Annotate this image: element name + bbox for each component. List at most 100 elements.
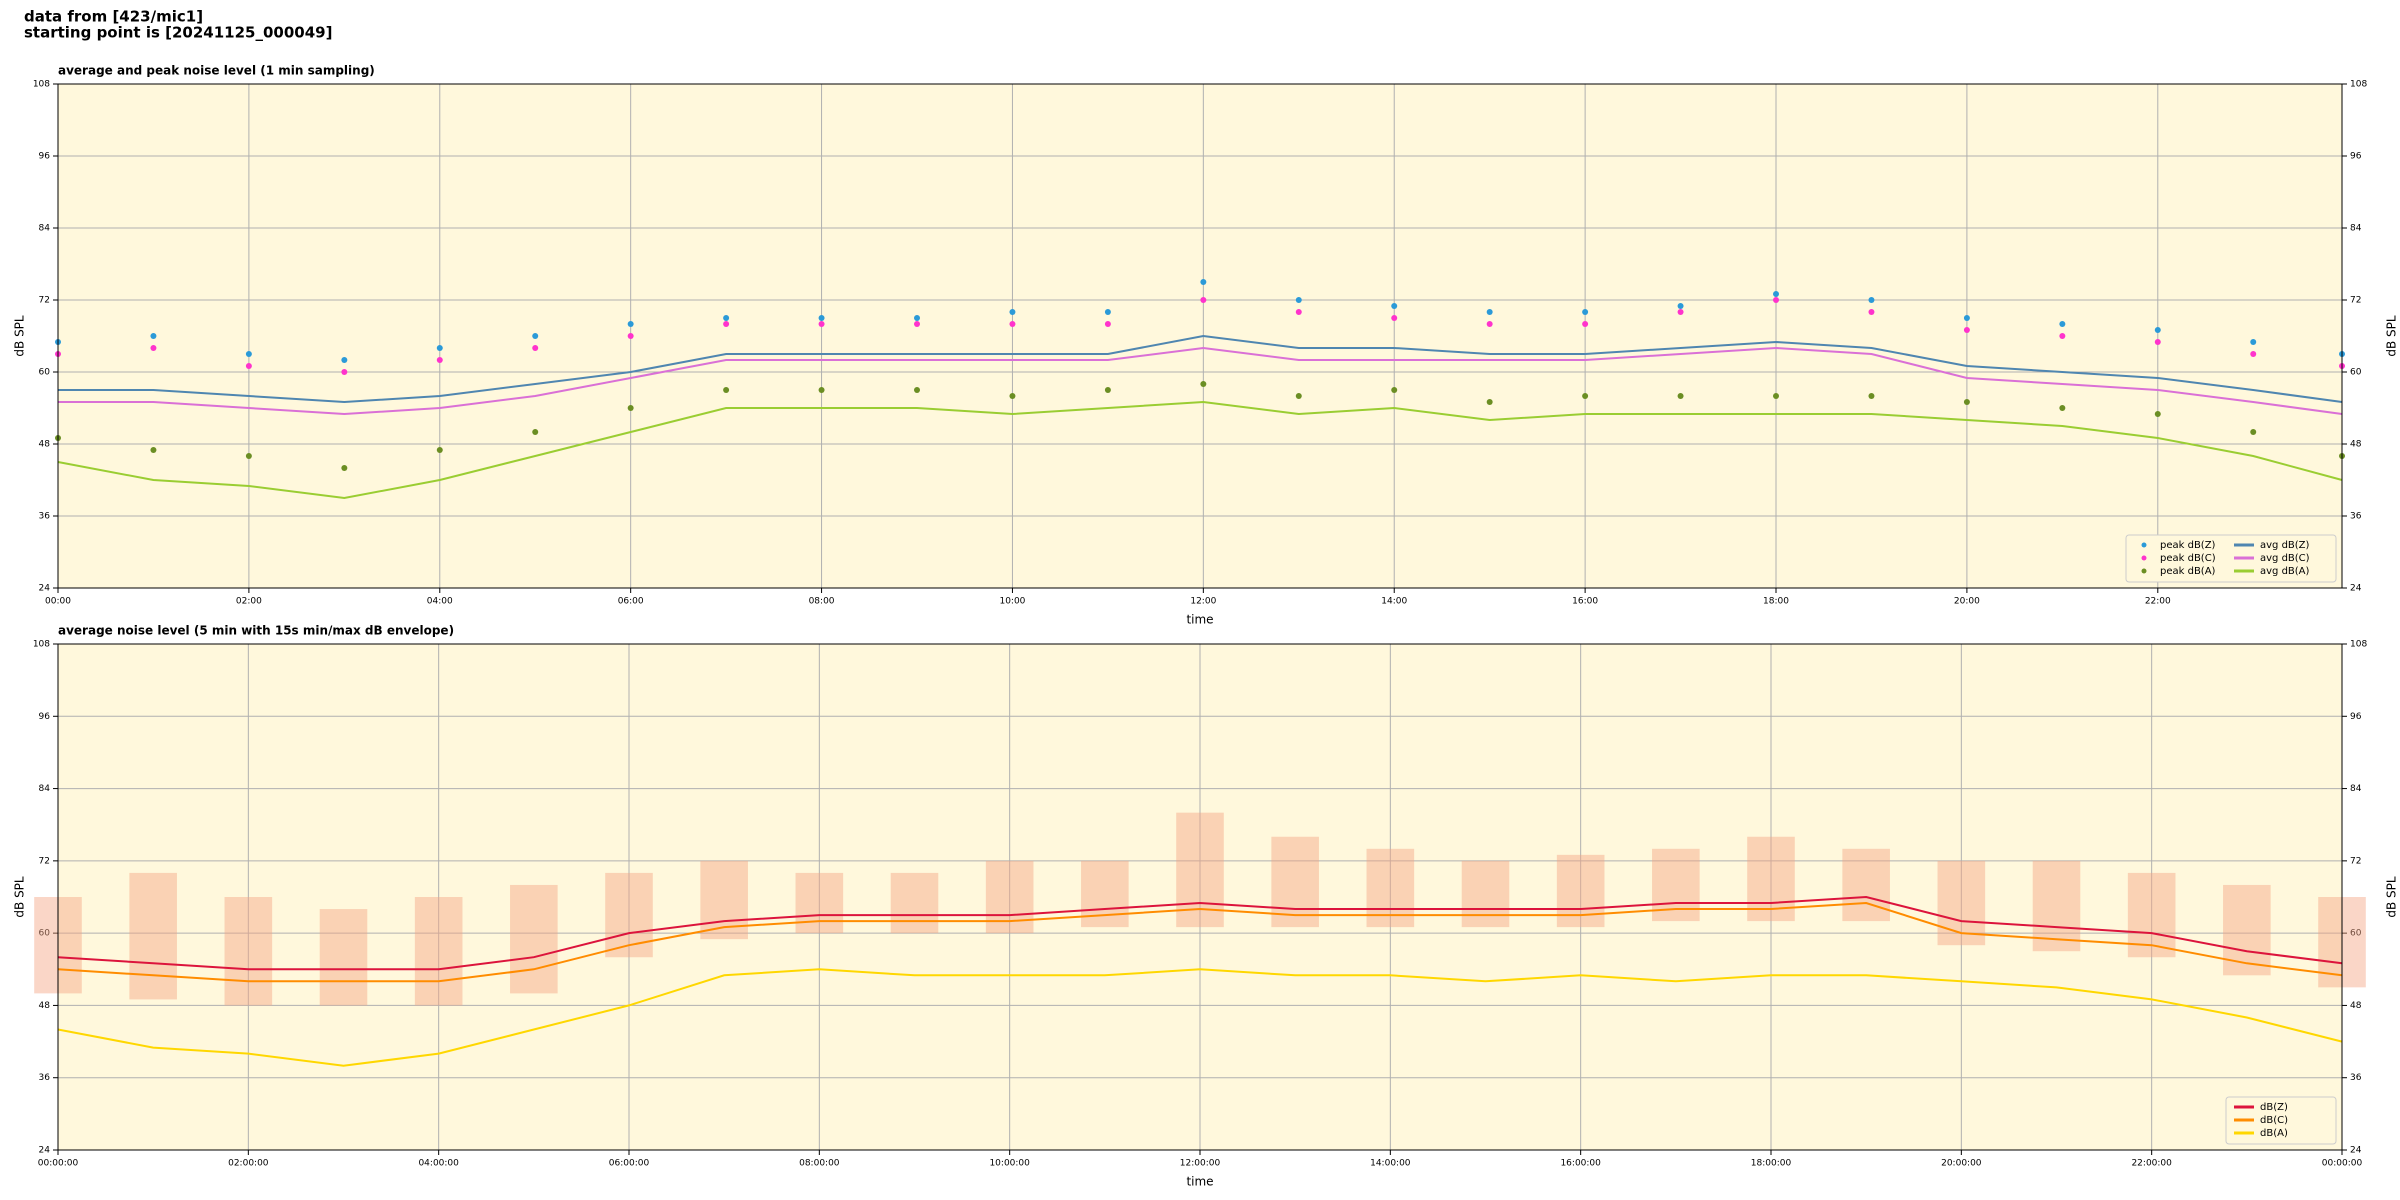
y-tick-label: 24 — [39, 584, 51, 594]
peak-marker — [1200, 381, 1207, 387]
x-tick-label: 14:00 — [1381, 597, 1407, 607]
peak-marker — [1295, 297, 1302, 303]
y-tick-label: 96 — [39, 152, 51, 162]
legend-marker — [2141, 568, 2147, 574]
peak-marker — [341, 369, 348, 375]
peak-marker — [245, 363, 252, 369]
peak-marker — [2059, 321, 2066, 327]
y-tick-label: 60 — [2350, 368, 2362, 378]
plot-frame — [57, 83, 2343, 589]
peak-marker — [1582, 321, 1589, 327]
peak-marker — [1391, 303, 1398, 309]
x-axis-label: time — [1186, 1175, 1213, 1189]
y-tick-label: 48 — [2350, 1001, 2362, 1011]
peak-marker — [2154, 339, 2161, 345]
envelope-range — [1366, 848, 1415, 928]
series-line — [57, 901, 2343, 983]
y-tick-label: 24 — [2350, 1146, 2362, 1156]
y-tick-label: 96 — [39, 712, 51, 722]
x-tick-label: 12:00:00 — [1180, 1159, 1221, 1169]
peak-marker — [914, 387, 921, 393]
peak-marker — [818, 315, 825, 321]
legend-label: dB(Z) — [2260, 1102, 2288, 1113]
peak-marker — [1009, 309, 1016, 315]
x-tick-label: 18:00:00 — [1751, 1159, 1792, 1169]
x-tick-label: 14:00:00 — [1370, 1159, 1411, 1169]
y-tick-label: 24 — [39, 1146, 51, 1156]
x-tick-label: 06:00 — [618, 597, 644, 607]
peak-marker — [1582, 309, 1589, 315]
peak-marker — [1582, 393, 1589, 399]
series-line — [58, 334, 2343, 404]
legend-label: peak dB(C) — [2160, 553, 2216, 564]
y-tick-label: 24 — [2350, 584, 2362, 594]
y-axis-label: dB SPL — [13, 315, 27, 357]
x-tick-label: 22:00 — [2145, 597, 2171, 607]
peak-marker — [1104, 321, 1111, 327]
x-tick-label: 02:00 — [236, 597, 262, 607]
x-tick-label: 00:00:00 — [2322, 1159, 2363, 1169]
peak-marker — [1773, 393, 1780, 399]
envelope-range — [224, 897, 273, 1006]
envelope-range — [890, 872, 939, 934]
peak-marker — [245, 351, 252, 357]
peak-marker — [1773, 297, 1780, 303]
peak-marker — [1868, 297, 1875, 303]
legend-label: dB(A) — [2260, 1128, 2288, 1139]
peak-marker — [2059, 333, 2066, 339]
legend-label: peak dB(A) — [2160, 566, 2216, 577]
peak-marker — [627, 333, 634, 339]
peak-marker — [150, 345, 157, 351]
legend-marker — [2141, 542, 2147, 548]
x-tick-label: 04:00:00 — [418, 1159, 459, 1169]
y-tick-label: 72 — [39, 856, 50, 866]
peak-marker — [2059, 405, 2066, 411]
series-line — [57, 400, 2343, 500]
peak-marker — [341, 465, 348, 471]
x-tick-label: 16:00:00 — [1560, 1159, 1601, 1169]
y-axis-label: dB SPL — [2385, 876, 2399, 918]
y-tick-label: 48 — [39, 440, 51, 450]
y-tick-label: 36 — [39, 1073, 51, 1083]
peak-marker — [1391, 315, 1398, 321]
envelope-range — [2032, 860, 2081, 952]
legend-marker — [2141, 555, 2147, 561]
x-tick-label: 10:00:00 — [989, 1159, 1030, 1169]
peak-marker — [1104, 309, 1111, 315]
y-axis-label: dB SPL — [2385, 315, 2399, 357]
y-tick-label: 72 — [2350, 296, 2361, 306]
peak-marker — [1200, 297, 1207, 303]
plot-frame — [57, 643, 2343, 1151]
peak-marker — [1295, 393, 1302, 399]
peak-marker — [150, 447, 157, 453]
y-tick-label: 84 — [39, 784, 51, 794]
header-line: starting point is [20241125_000049] — [24, 24, 332, 42]
y-tick-label: 48 — [39, 1001, 51, 1011]
peak-marker — [1486, 399, 1493, 405]
peak-marker — [2154, 327, 2161, 333]
peak-marker — [532, 333, 539, 339]
envelope-range — [1081, 860, 1129, 928]
peak-marker — [2250, 339, 2257, 345]
envelope-range — [2223, 884, 2271, 976]
envelope-range — [319, 909, 368, 1006]
peak-marker — [914, 315, 921, 321]
y-tick-label: 84 — [2350, 224, 2362, 234]
y-tick-label: 96 — [2350, 152, 2362, 162]
peak-marker — [150, 333, 157, 339]
header-line: data from [423/mic1] — [24, 8, 203, 26]
y-tick-label: 84 — [2350, 784, 2362, 794]
peak-marker — [2250, 351, 2257, 357]
peak-marker — [1773, 291, 1780, 297]
x-tick-label: 22:00:00 — [2131, 1159, 2172, 1169]
x-tick-label: 12:00 — [1190, 597, 1216, 607]
chart-title: average noise level (5 min with 15s min/… — [58, 624, 454, 638]
envelope-range — [510, 884, 558, 994]
x-axis-label: time — [1186, 613, 1213, 627]
series-line — [57, 968, 2343, 1067]
x-tick-label: 02:00:00 — [228, 1159, 269, 1169]
peak-marker — [723, 387, 730, 393]
legend-label: avg dB(Z) — [2260, 540, 2310, 551]
envelope-range — [1556, 854, 1605, 928]
y-tick-label: 108 — [33, 640, 50, 650]
